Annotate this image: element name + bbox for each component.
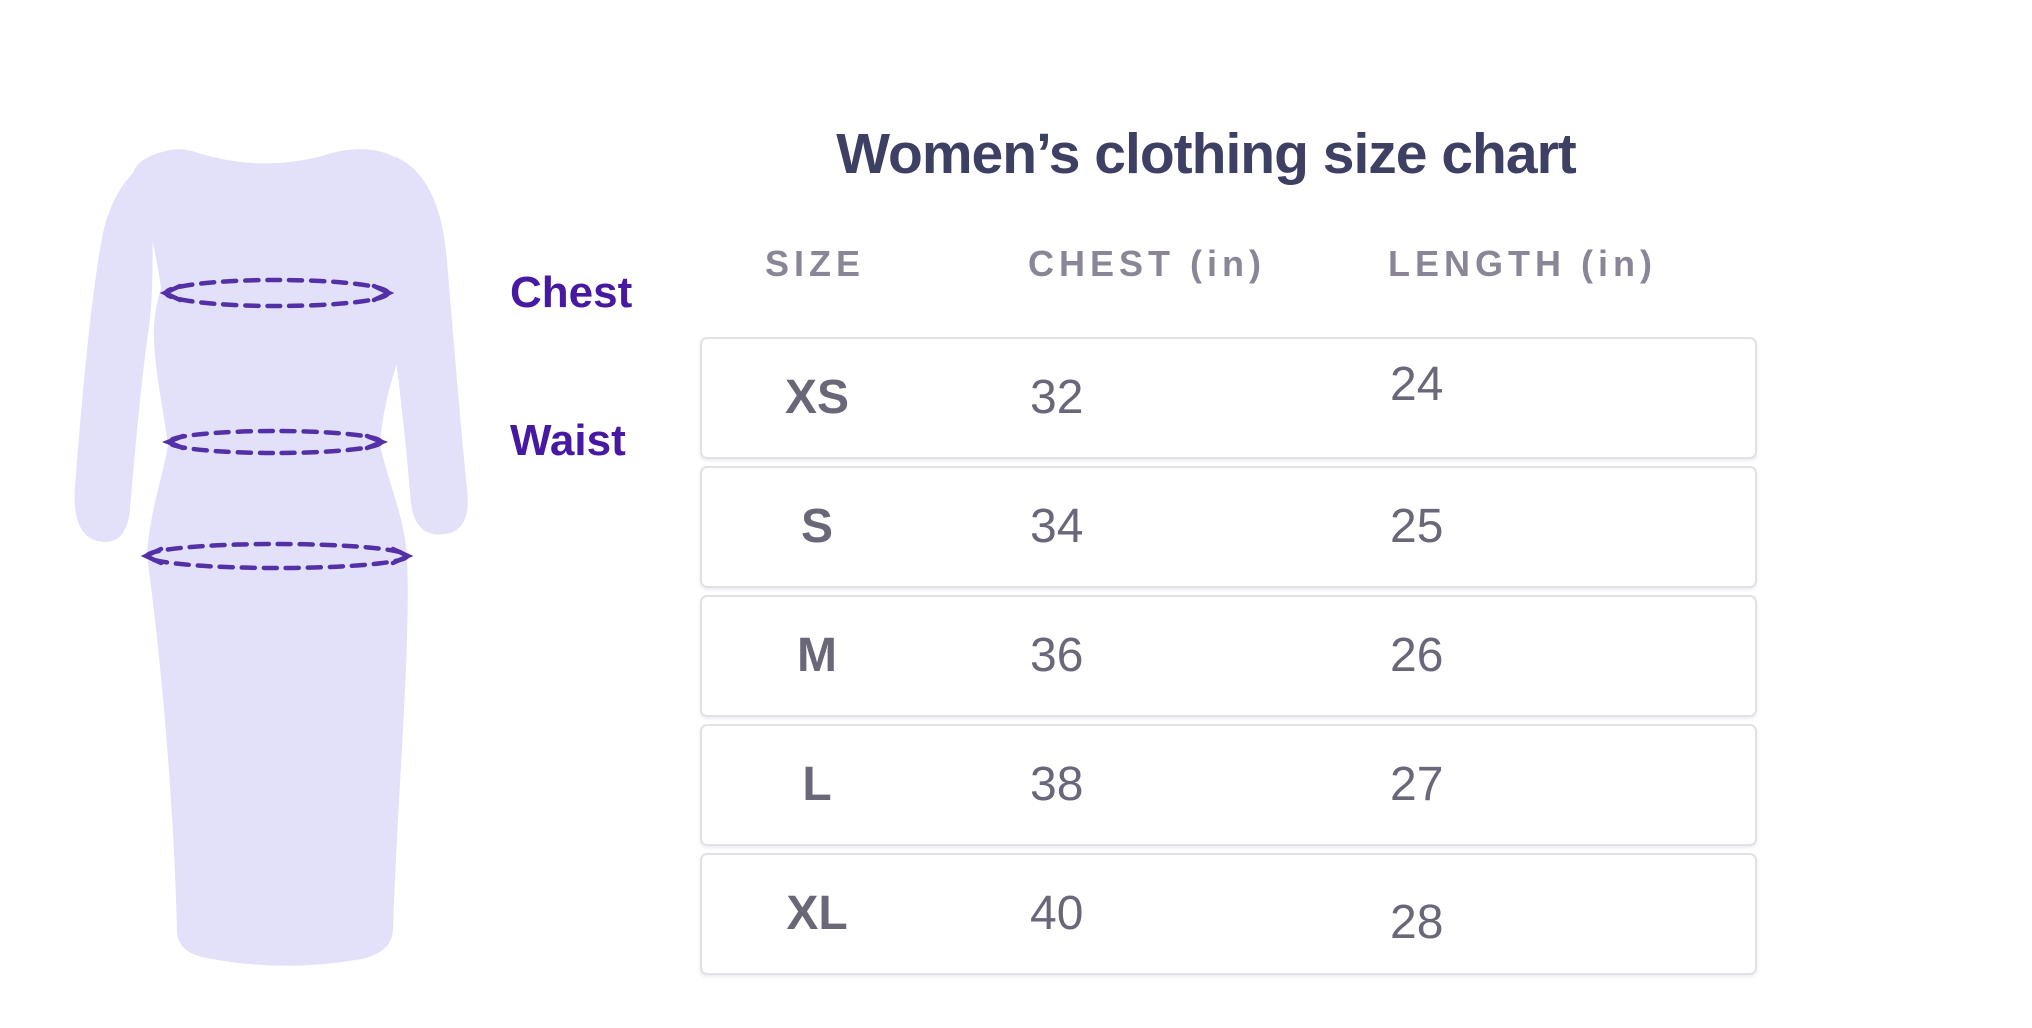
chest-measure-ellipse xyxy=(159,277,395,309)
chest-label: Chest xyxy=(510,268,633,317)
chest-cell: 34 xyxy=(1030,500,1084,553)
column-header-size: SIZE xyxy=(764,243,865,284)
chest-cell: 38 xyxy=(1030,758,1084,811)
length-cell: 27 xyxy=(1390,758,1444,811)
size-cell: XL xyxy=(786,887,848,940)
table-row: L 38 27 xyxy=(700,724,1757,846)
length-cell: 25 xyxy=(1390,500,1444,553)
size-cell: S xyxy=(800,500,833,553)
page-title: Women’s clothing size chart xyxy=(836,122,1576,186)
chest-cell: 40 xyxy=(1030,887,1084,940)
table-row: XS 32 24 xyxy=(700,337,1757,459)
waist-label: Waist xyxy=(510,416,626,465)
dress-illustration xyxy=(74,149,468,966)
dress-left-sleeve xyxy=(74,151,165,542)
size-cell: M xyxy=(797,629,837,682)
table-row: M 36 26 xyxy=(700,595,1757,717)
chest-cell: 36 xyxy=(1030,629,1084,682)
column-header-chest: CHEST (in) xyxy=(1028,243,1266,284)
length-cell: 28 xyxy=(1390,896,1444,949)
table-header-row: SIZE CHEST (in) LENGTH (in) xyxy=(700,244,1757,284)
table-row: XL 40 28 xyxy=(700,853,1757,975)
dress-torso xyxy=(132,149,435,966)
table-row: S 34 25 xyxy=(700,466,1757,588)
waist-measure-ellipse xyxy=(161,428,389,456)
column-header-length: LENGTH (in) xyxy=(1388,243,1657,284)
length-cell: 24 xyxy=(1390,358,1444,411)
length-cell: 26 xyxy=(1390,629,1444,682)
chest-cell: 32 xyxy=(1030,371,1084,424)
size-cell: XS xyxy=(784,371,850,424)
hip-measure-ellipse xyxy=(140,541,414,571)
size-cell: L xyxy=(802,758,832,811)
